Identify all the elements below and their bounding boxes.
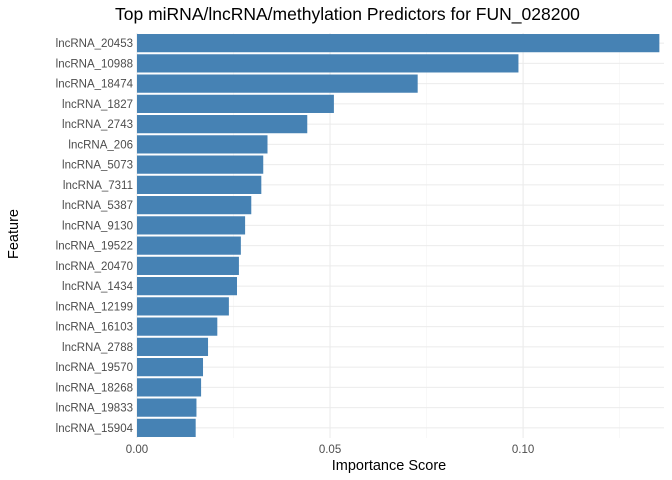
y-tick-label: lncRNA_20453 xyxy=(56,38,133,50)
y-tick-label: lncRNA_18474 xyxy=(56,79,134,91)
y-axis-title: Feature xyxy=(6,209,22,259)
y-tick-label: lncRNA_15904 xyxy=(56,423,134,435)
y-tick-label: lncRNA_19570 xyxy=(56,362,133,374)
bar-lncRNA_12199 xyxy=(137,297,229,316)
bar-lncRNA_9130 xyxy=(137,216,246,235)
y-tick-label: lncRNA_2743 xyxy=(62,119,133,131)
bar-lncRNA_18268 xyxy=(137,378,202,397)
y-tick-label: lncRNA_20470 xyxy=(56,261,133,273)
bar-lncRNA_18474 xyxy=(137,74,418,93)
bar-lncRNA_19570 xyxy=(137,358,204,377)
y-tick-label: lncRNA_5387 xyxy=(62,200,133,212)
bar-lncRNA_5073 xyxy=(137,155,264,174)
bar-lncRNA_10988 xyxy=(137,54,519,73)
bar-lncRNA_1827 xyxy=(137,94,334,113)
x-tick-labels: 0.00 0.05 0.10 xyxy=(126,444,534,456)
x-axis-title: Importance Score xyxy=(332,458,446,474)
y-tick-label: lncRNA_5073 xyxy=(62,160,133,172)
y-tick-label: lncRNA_12199 xyxy=(56,301,133,313)
bar-lncRNA_19522 xyxy=(137,236,241,255)
y-tick-label: lncRNA_7311 xyxy=(63,180,133,192)
y-tick-label: lncRNA_10988 xyxy=(56,58,133,70)
y-tick-label: lncRNA_1434 xyxy=(62,281,134,293)
bar-lncRNA_20453 xyxy=(137,34,660,53)
y-tick-label: lncRNA_9130 xyxy=(62,220,133,232)
bar-lncRNA_15904 xyxy=(137,418,196,437)
y-tick-label: lncRNA_206 xyxy=(68,139,133,151)
grid-lines xyxy=(136,33,664,438)
y-tick-label: lncRNA_2788 xyxy=(62,342,133,354)
y-tick-label: lncRNA_18268 xyxy=(56,382,133,394)
bar-lncRNA_16103 xyxy=(137,317,218,336)
chart-title: Top miRNA/lncRNA/methylation Predictors … xyxy=(115,4,580,25)
x-tick-label: 0.00 xyxy=(126,444,148,456)
x-tick-label: 0.05 xyxy=(319,444,341,456)
y-tick-label: lncRNA_19833 xyxy=(56,403,133,415)
y-tick-label: lncRNA_1827 xyxy=(62,99,133,111)
bar-lncRNA_5387 xyxy=(137,196,252,215)
bar-lncRNA_20470 xyxy=(137,256,239,275)
x-tick-label: 0.10 xyxy=(512,444,534,456)
bar-lncRNA_206 xyxy=(137,135,268,154)
bars xyxy=(137,34,660,437)
bar-lncRNA_2743 xyxy=(137,115,308,134)
bar-lncRNA_19833 xyxy=(137,398,197,417)
y-tick-label: lncRNA_16103 xyxy=(56,322,133,334)
bar-lncRNA_1434 xyxy=(137,277,237,296)
bar-lncRNA_7311 xyxy=(137,175,262,194)
y-tick-label: lncRNA_19522 xyxy=(56,241,133,253)
bar-lncRNA_2788 xyxy=(137,337,209,356)
y-tick-labels: lncRNA_20453 lncRNA_10988 lncRNA_18474 lncR… xyxy=(56,38,134,435)
